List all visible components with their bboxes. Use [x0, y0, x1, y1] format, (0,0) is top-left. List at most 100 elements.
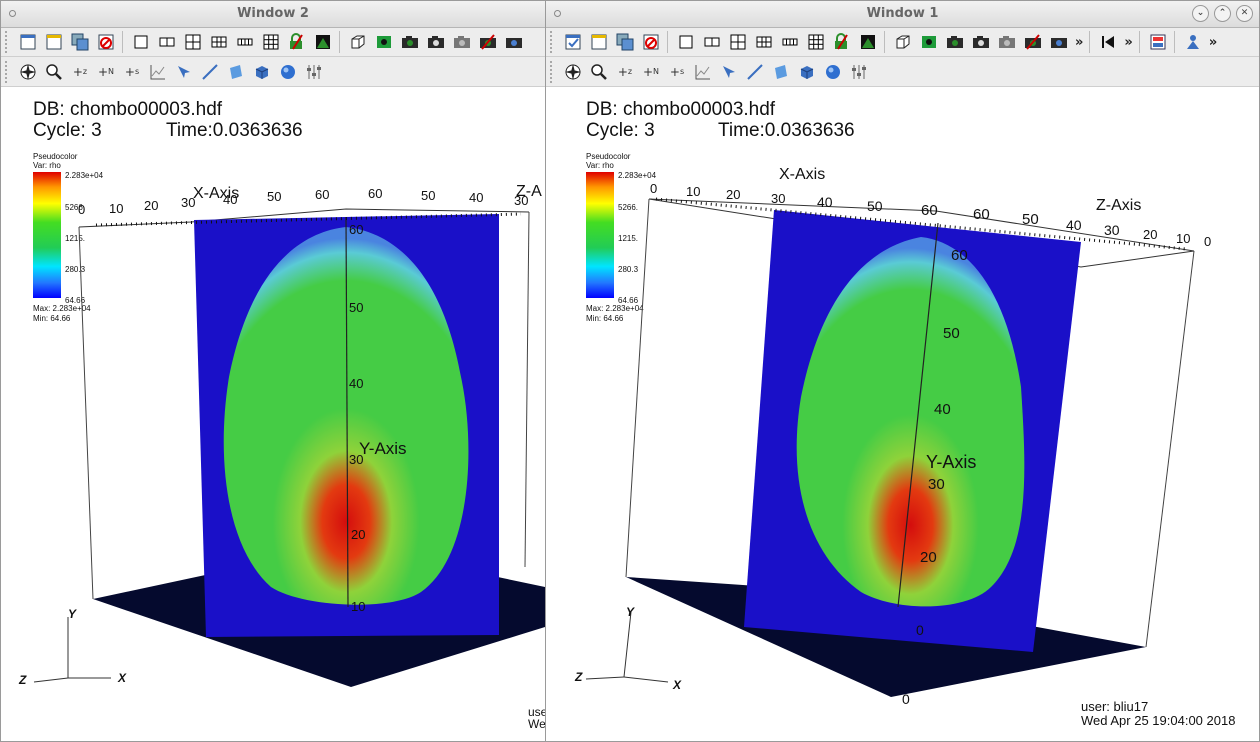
sphere-tool-icon[interactable] — [277, 61, 299, 83]
navigate-icon[interactable] — [17, 61, 39, 83]
layout-1x1-icon[interactable] — [130, 31, 152, 53]
lock-view-icon[interactable] — [286, 31, 308, 53]
lock-time-icon[interactable] — [312, 31, 334, 53]
camera-icon[interactable] — [944, 31, 966, 53]
toolbar-overflow-button[interactable]: » — [1208, 34, 1218, 50]
camera-icon[interactable] — [970, 31, 992, 53]
camera-icon[interactable] — [425, 31, 447, 53]
layout-2x4-icon[interactable] — [234, 31, 256, 53]
toolbar-overflow-button[interactable]: » — [1075, 34, 1084, 50]
y-axis-title: Y-Axis — [359, 439, 407, 458]
z-axis-title: Z-A — [516, 183, 542, 200]
close-icon[interactable]: ✕ — [1236, 5, 1253, 22]
delete-window-icon[interactable] — [95, 31, 117, 53]
window-1-titlebar[interactable]: Window 1 ⌄ ⌃ ✕ — [546, 1, 1259, 28]
zone-pick-icon[interactable]: + z — [617, 64, 633, 79]
window-menu-icon[interactable] — [9, 10, 16, 17]
user-label: use — [528, 705, 545, 719]
legend-tick: 64.66 — [65, 296, 86, 305]
color-table-icon[interactable] — [1147, 31, 1169, 53]
toolbar-overflow-button[interactable]: » — [1124, 34, 1133, 50]
plane-tool-icon[interactable] — [225, 61, 247, 83]
window-2-titlebar[interactable]: Window 2 — [1, 1, 545, 28]
layout-1x2-icon[interactable] — [701, 31, 723, 53]
save-window-icon[interactable] — [918, 31, 940, 53]
spreadsheet-pick-icon[interactable]: + s — [124, 64, 140, 79]
navigate-icon[interactable] — [562, 61, 584, 83]
zoom-icon[interactable] — [588, 61, 610, 83]
window-2-title: Window 2 — [237, 6, 309, 21]
window-1-viewport[interactable]: DB: chombo00003.hdf Cycle: 3 Time:0.0363… — [546, 87, 1259, 741]
layout-2x4-icon[interactable] — [779, 31, 801, 53]
camera-disabled-icon[interactable] — [1022, 31, 1044, 53]
active-window-icon[interactable] — [562, 31, 584, 53]
window-2-viewport[interactable]: DB: chombo00003.hdf Cycle: 3 Time:0.0363… — [1, 87, 545, 741]
lineout-icon[interactable] — [744, 61, 766, 83]
camera-alt-icon[interactable] — [503, 31, 525, 53]
triad-z: Z — [575, 670, 583, 684]
layout-3x3-icon[interactable] — [260, 31, 282, 53]
toolbar-grip[interactable] — [5, 31, 11, 53]
layout-2x2-icon[interactable] — [727, 31, 749, 53]
density-plume — [223, 227, 469, 605]
lock-view-icon[interactable] — [831, 31, 853, 53]
maximize-icon[interactable]: ⌃ — [1214, 5, 1231, 22]
lineout-icon[interactable] — [199, 61, 221, 83]
minimize-icon[interactable]: ⌄ — [1192, 5, 1209, 22]
box-tool-icon[interactable] — [251, 61, 273, 83]
x-tick: 60 — [315, 187, 330, 202]
legend-var: Var: rho — [33, 161, 61, 170]
sliders-icon[interactable] — [303, 61, 325, 83]
y-axis-line — [897, 222, 939, 608]
view-3d-box-icon[interactable] — [347, 31, 369, 53]
toolbar-grip[interactable] — [550, 60, 556, 83]
sliders-icon[interactable] — [848, 61, 870, 83]
plugin-icon[interactable] — [1182, 31, 1204, 53]
zone-pick-icon[interactable]: + z — [72, 64, 88, 79]
layout-3x3-icon[interactable] — [805, 31, 827, 53]
sphere-tool-icon[interactable] — [822, 61, 844, 83]
zoom-icon[interactable] — [43, 61, 65, 83]
camera-icon[interactable] — [399, 31, 421, 53]
clone-window-icon[interactable] — [588, 31, 610, 53]
copy-window-icon[interactable] — [69, 31, 91, 53]
copy-window-icon[interactable] — [614, 31, 636, 53]
node-pick-icon[interactable]: + N — [642, 64, 660, 79]
layout-2x3-icon[interactable] — [753, 31, 775, 53]
pick-cursor-icon[interactable] — [173, 61, 195, 83]
new-window-icon[interactable] — [17, 31, 39, 53]
layout-1x1-icon[interactable] — [675, 31, 697, 53]
bbox-edge-left — [625, 198, 650, 578]
bbox-edge-right — [1145, 250, 1195, 648]
camera-gray-icon[interactable] — [996, 31, 1018, 53]
save-window-icon[interactable] — [373, 31, 395, 53]
window-menu-icon[interactable] — [554, 10, 561, 17]
node-pick-icon[interactable]: + N — [97, 64, 115, 79]
spreadsheet-pick-icon[interactable]: + s — [669, 64, 685, 79]
layout-1x2-icon[interactable] — [156, 31, 178, 53]
camera-alt-icon[interactable] — [1048, 31, 1070, 53]
toolbar-grip[interactable] — [550, 31, 556, 53]
view-3d-box-icon[interactable] — [892, 31, 914, 53]
x-tick: 50 — [267, 189, 282, 204]
z-tick: 30 — [1104, 222, 1120, 238]
curve-pick-icon[interactable] — [692, 61, 714, 83]
y-tick: 50 — [349, 300, 364, 315]
layout-2x3-icon[interactable] — [208, 31, 230, 53]
lock-time-icon[interactable] — [857, 31, 879, 53]
toolbar-separator — [1173, 31, 1177, 53]
plane-tool-icon[interactable] — [770, 61, 792, 83]
camera-gray-icon[interactable] — [451, 31, 473, 53]
camera-disabled-icon[interactable] — [477, 31, 499, 53]
x-tick: 40 — [817, 194, 833, 210]
pick-cursor-icon[interactable] — [718, 61, 740, 83]
box-tool-icon[interactable] — [796, 61, 818, 83]
z-tick: 60 — [973, 206, 990, 223]
toolbar-grip[interactable] — [5, 60, 11, 83]
animation-back-icon[interactable] — [1097, 31, 1119, 53]
layout-2x2-icon[interactable] — [182, 31, 204, 53]
x-tick: 20 — [726, 187, 741, 202]
clone-window-icon[interactable] — [43, 31, 65, 53]
delete-window-icon[interactable] — [640, 31, 662, 53]
curve-pick-icon[interactable] — [147, 61, 169, 83]
